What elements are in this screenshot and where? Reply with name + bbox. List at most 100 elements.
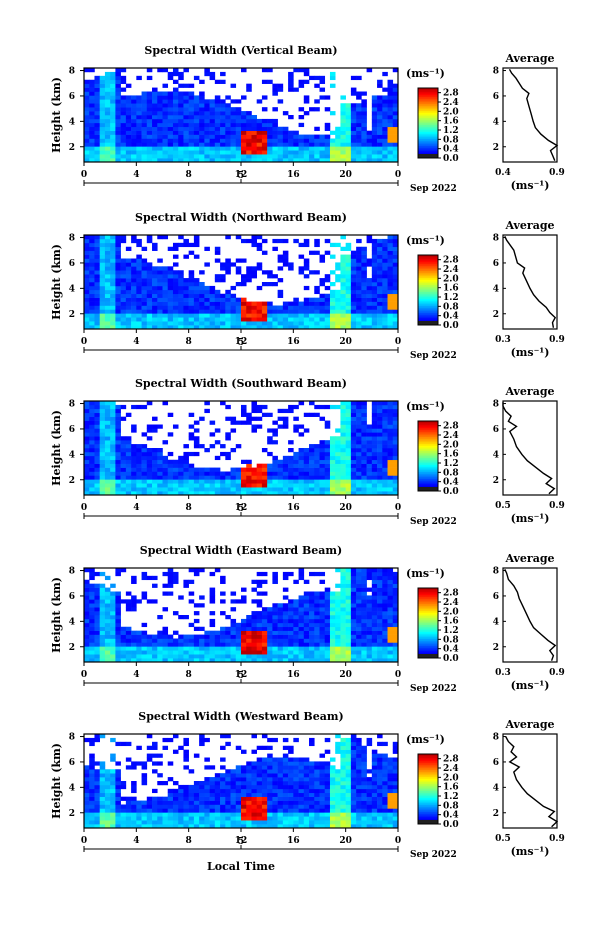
- heatmap-cell: [309, 463, 315, 468]
- heatmap-cell: [303, 611, 310, 616]
- heatmap-cell: [272, 122, 278, 128]
- heatmap-cell: [350, 463, 357, 468]
- heatmap-cell: [94, 607, 100, 612]
- heatmap-cell: [225, 808, 231, 813]
- heatmap-cell: [288, 134, 294, 139]
- heatmap-cell: [382, 250, 388, 255]
- heatmap-cell: [199, 126, 205, 131]
- heatmap-cell: [319, 599, 326, 604]
- heatmap-cell: [288, 622, 294, 628]
- colorbar-swatch: [418, 628, 438, 631]
- x-tick-label: 8: [186, 503, 192, 513]
- heatmap-cell: [84, 568, 90, 573]
- colorbar-swatch: [418, 255, 438, 258]
- heatmap-cell: [261, 238, 268, 244]
- heatmap-cell: [110, 87, 116, 92]
- heatmap-cell: [172, 254, 179, 259]
- heatmap-cell: [99, 792, 106, 797]
- heatmap-cell: [361, 591, 367, 596]
- heatmap-cell: [329, 626, 336, 631]
- heatmap-cell: [162, 274, 169, 279]
- heatmap-cell: [204, 142, 210, 147]
- heatmap-cell: [89, 761, 95, 766]
- heatmap-cell: [84, 816, 90, 821]
- heatmap-cell: [162, 455, 169, 461]
- heatmap-cell: [246, 824, 252, 829]
- heatmap-cell: [204, 103, 210, 108]
- heatmap-cell: [99, 285, 106, 291]
- heatmap-cell: [152, 491, 158, 496]
- heatmap-cell: [387, 634, 394, 639]
- heatmap-cell: [235, 270, 242, 275]
- heatmap-cell: [371, 115, 378, 120]
- heatmap-cell: [141, 99, 148, 104]
- heatmap-cell: [282, 607, 289, 612]
- heatmap-cell: [303, 412, 310, 417]
- heatmap-cell: [146, 142, 153, 147]
- heatmap-cell: [110, 611, 116, 616]
- heatmap-cell: [288, 626, 294, 631]
- heatmap-cell: [377, 444, 383, 449]
- heatmap-cell: [131, 463, 137, 468]
- heatmap-cell: [350, 75, 357, 81]
- heatmap-cell: [99, 246, 106, 251]
- heatmap-cell: [345, 436, 352, 441]
- heatmap-cell: [382, 622, 388, 628]
- heatmap-cell: [199, 150, 205, 155]
- heatmap-cell: [136, 325, 142, 330]
- heatmap-cell: [89, 401, 95, 406]
- heatmap-cell: [382, 440, 388, 445]
- heatmap-cell: [188, 471, 195, 476]
- heatmap-cell: [141, 808, 148, 813]
- heatmap-cell: [188, 424, 195, 429]
- heatmap-cell: [340, 467, 346, 472]
- heatmap-cell: [251, 816, 257, 821]
- heatmap-cell: [251, 270, 257, 275]
- heatmap-cell: [131, 816, 137, 821]
- heatmap-cell: [230, 824, 237, 829]
- heatmap-cell: [356, 107, 362, 112]
- heatmap-cell: [104, 134, 111, 139]
- heatmap-cell: [152, 242, 158, 248]
- heatmap-cell: [214, 122, 221, 128]
- heatmap-cell: [235, 812, 242, 817]
- heatmap-cell: [361, 471, 367, 476]
- heatmap-cell: [162, 804, 169, 809]
- heatmap-cell: [387, 424, 394, 429]
- heatmap-cell: [89, 158, 95, 163]
- heatmap-cell: [84, 622, 90, 628]
- heatmap-cell: [125, 487, 132, 492]
- colorbar-swatch: [418, 619, 438, 622]
- colorbar-swatch: [418, 138, 438, 141]
- y-tick-label: 2: [69, 310, 75, 320]
- heatmap-cell: [361, 420, 367, 425]
- heatmap-cell: [110, 432, 116, 437]
- heatmap-cell: [141, 313, 148, 318]
- heatmap-cell: [209, 309, 216, 314]
- heatmap-cell: [371, 297, 378, 302]
- heatmap-cell: [377, 258, 383, 263]
- heatmap-cell: [382, 313, 388, 318]
- heatmap-cell: [309, 75, 315, 81]
- heatmap-cell: [261, 796, 268, 801]
- heatmap-cell: [120, 463, 127, 468]
- heatmap-cell: [241, 130, 247, 135]
- heatmap-cell: [309, 603, 315, 608]
- heatmap-cell: [188, 111, 195, 116]
- heatmap-cell: [335, 487, 341, 492]
- heatmap-cell: [183, 293, 189, 298]
- heatmap-cell: [204, 777, 210, 782]
- heatmap-cell: [136, 99, 142, 104]
- heatmap-cell: [230, 428, 237, 433]
- heatmap-cell: [241, 95, 247, 100]
- heatmap-cell: [267, 146, 273, 151]
- heatmap-cell: [199, 812, 205, 817]
- heatmap-cell: [115, 313, 121, 318]
- heatmap-cell: [225, 107, 231, 112]
- heatmap-cell: [152, 111, 158, 116]
- heatmap-cell: [141, 150, 148, 155]
- heatmap-cell: [183, 154, 189, 159]
- heatmap-cell: [319, 603, 326, 608]
- heatmap-cell: [188, 317, 195, 322]
- heatmap-cell: [366, 258, 373, 263]
